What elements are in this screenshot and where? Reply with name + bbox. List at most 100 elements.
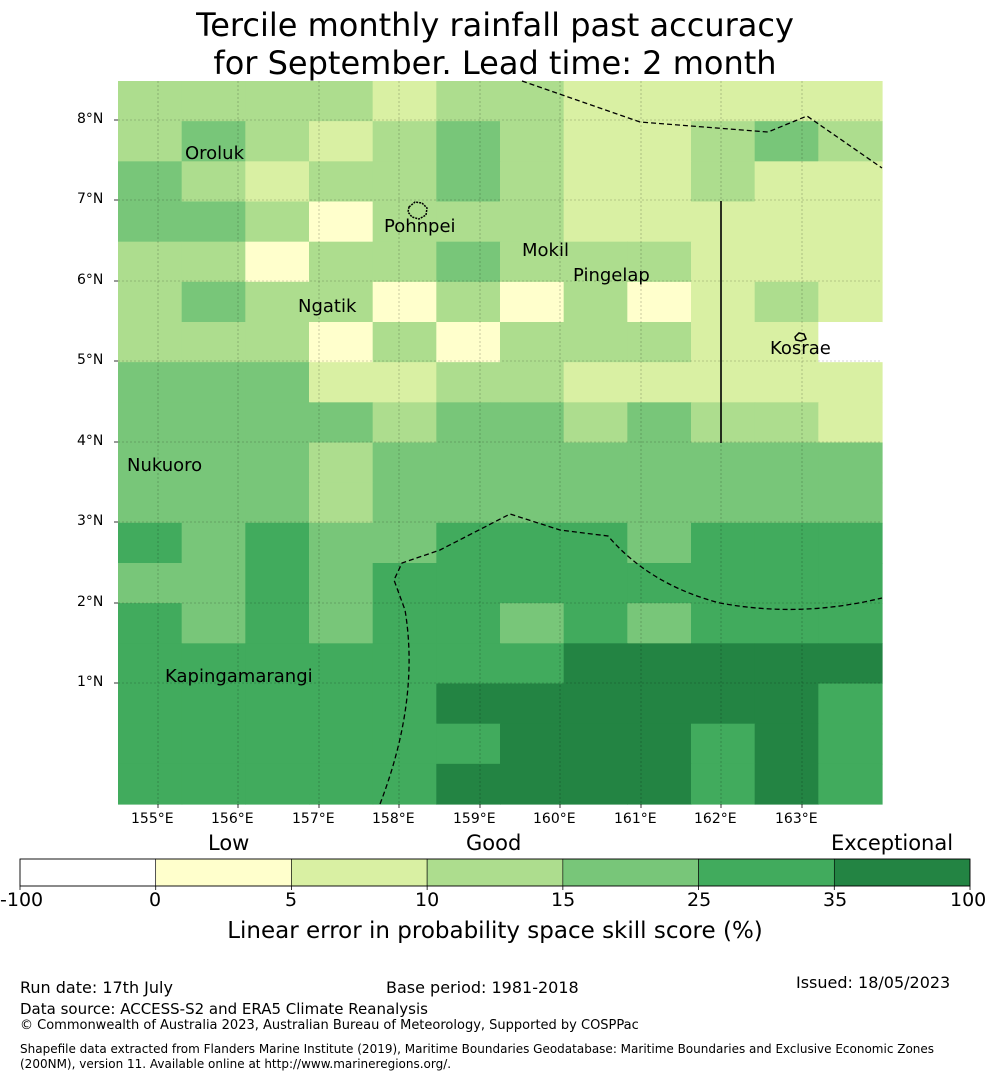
grid-cell bbox=[627, 442, 692, 484]
grid-cell bbox=[372, 362, 437, 403]
grid-cell bbox=[118, 683, 183, 725]
grid-cell bbox=[818, 482, 883, 524]
colorbar-segment bbox=[698, 858, 835, 887]
grid-cell bbox=[372, 241, 437, 283]
grid-cell bbox=[818, 683, 883, 725]
grid-cell bbox=[118, 603, 183, 644]
colorbar-tick: 10 bbox=[415, 889, 440, 911]
grid-cell bbox=[754, 723, 819, 765]
grid-cell bbox=[500, 522, 565, 564]
grid-cell bbox=[627, 683, 692, 725]
lat-label: 5°N bbox=[77, 352, 104, 368]
grid-cell bbox=[181, 81, 246, 122]
grid-cell bbox=[181, 522, 246, 564]
grid-cell bbox=[245, 161, 310, 203]
grid-cell bbox=[563, 522, 628, 564]
grid-cell bbox=[372, 402, 437, 444]
grid-cell bbox=[818, 322, 883, 363]
grid-cell bbox=[309, 482, 374, 524]
colorbar-tick: 0 bbox=[149, 889, 162, 911]
grid-cell bbox=[309, 643, 374, 685]
grid-cell bbox=[563, 241, 628, 283]
grid-cell bbox=[118, 723, 183, 765]
grid-cell bbox=[436, 522, 501, 564]
grid-cell bbox=[818, 402, 883, 444]
grid-cell bbox=[118, 402, 183, 444]
grid-cell bbox=[754, 121, 819, 162]
grid-cell bbox=[309, 201, 374, 243]
grid-cell bbox=[181, 763, 246, 805]
grid-cell bbox=[436, 362, 501, 403]
grid-cell bbox=[118, 563, 183, 604]
pohnpei-outline bbox=[407, 201, 428, 220]
title-line-2: for September. Lead time: 2 month bbox=[213, 44, 777, 82]
grid-cell bbox=[691, 763, 756, 805]
skill-grid bbox=[118, 81, 883, 805]
grid-cell bbox=[118, 241, 183, 283]
grid-cell bbox=[691, 522, 756, 564]
grid-cell bbox=[563, 723, 628, 765]
grid-cell bbox=[436, 603, 501, 644]
grid-cell bbox=[691, 161, 756, 203]
grid-cell bbox=[309, 603, 374, 644]
grid-cell bbox=[372, 723, 437, 765]
grid-cell bbox=[245, 81, 310, 122]
grid-cell bbox=[691, 563, 756, 604]
grid-cell bbox=[500, 643, 565, 685]
kosrae-outline bbox=[794, 332, 807, 342]
grid-cell bbox=[818, 281, 883, 323]
grid-cell bbox=[627, 482, 692, 524]
grid-cell bbox=[245, 643, 310, 685]
grid-cell bbox=[754, 81, 819, 122]
place-label-kosrae: Kosrae bbox=[770, 338, 831, 359]
grid-cell bbox=[245, 281, 310, 323]
grid-cell bbox=[754, 402, 819, 444]
grid-cell bbox=[563, 643, 628, 685]
grid-cell bbox=[118, 81, 183, 122]
grid-cell bbox=[563, 683, 628, 725]
grid-cell bbox=[754, 563, 819, 604]
grid-cell bbox=[754, 683, 819, 725]
lat-label: 3°N bbox=[77, 513, 104, 529]
grid-cell bbox=[245, 563, 310, 604]
grid-cell bbox=[818, 763, 883, 805]
lon-label: 159°E bbox=[453, 811, 496, 827]
grid-cell bbox=[563, 121, 628, 162]
grid-cell bbox=[691, 241, 756, 283]
grid-cell bbox=[309, 281, 374, 323]
grid-cell bbox=[245, 201, 310, 243]
grid-cell bbox=[627, 603, 692, 644]
colorbar-tick: -100 bbox=[0, 889, 44, 911]
place-label-mokil: Mokil bbox=[522, 240, 569, 261]
grid-cell bbox=[627, 81, 692, 122]
colorbar-segment bbox=[562, 858, 699, 887]
grid-cell bbox=[500, 683, 565, 725]
grid-cell bbox=[245, 603, 310, 644]
category-label-exceptional: Exceptional bbox=[831, 831, 954, 855]
grid-cell bbox=[181, 201, 246, 243]
grid-cell bbox=[691, 683, 756, 725]
grid-cell bbox=[500, 241, 565, 283]
lon-label: 163°E bbox=[775, 811, 818, 827]
grid-cell bbox=[500, 442, 565, 484]
grid-cell bbox=[563, 281, 628, 323]
grid-cell bbox=[245, 322, 310, 363]
grid-cell bbox=[500, 81, 565, 122]
grid-cell bbox=[818, 362, 883, 403]
grid-cell bbox=[500, 723, 565, 765]
grid-cell bbox=[436, 442, 501, 484]
grid-cell bbox=[691, 442, 756, 484]
grid-cell bbox=[500, 322, 565, 363]
eez-boundary-north bbox=[521, 80, 883, 169]
grid-cell bbox=[818, 241, 883, 283]
grid-cell bbox=[436, 241, 501, 283]
grid-cell bbox=[754, 643, 819, 685]
grid-cell bbox=[309, 723, 374, 765]
grid-cell bbox=[818, 522, 883, 564]
grid-cell bbox=[309, 442, 374, 484]
place-label-ngatik: Ngatik bbox=[298, 296, 357, 317]
grid-cell bbox=[627, 522, 692, 564]
grid-cell bbox=[500, 402, 565, 444]
grid-cell bbox=[691, 322, 756, 363]
